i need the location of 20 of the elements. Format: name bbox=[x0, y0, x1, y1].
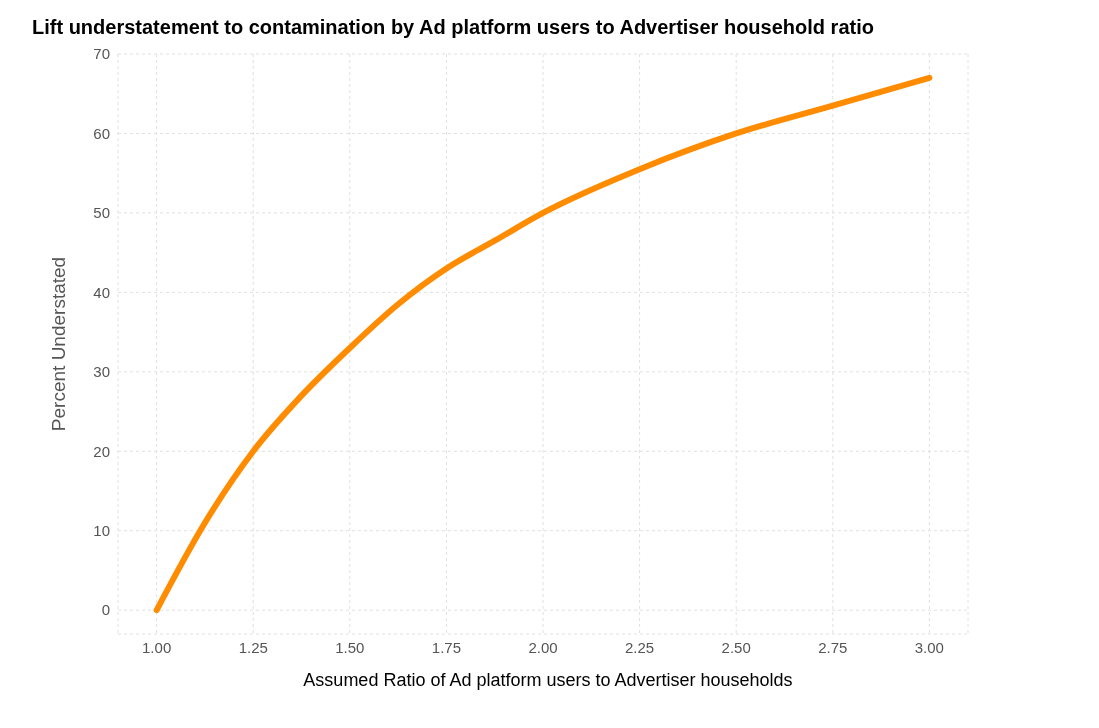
x-tick-label: 2.50 bbox=[721, 638, 751, 656]
y-tick-label: 50 bbox=[93, 204, 110, 222]
y-tick-label: 0 bbox=[101, 601, 110, 619]
x-tick-label: 2.00 bbox=[528, 638, 558, 656]
y-tick-label: 60 bbox=[93, 124, 110, 142]
y-tick-label: 20 bbox=[93, 442, 110, 460]
y-tick-label: 30 bbox=[93, 363, 110, 381]
y-tick-label: 70 bbox=[93, 45, 110, 63]
x-tick-label: 2.75 bbox=[818, 638, 848, 656]
x-tick-label: 1.25 bbox=[238, 638, 268, 656]
x-axis-title: Assumed Ratio of Ad platform users to Advertiser households bbox=[302, 670, 794, 691]
x-tick-label: 3.00 bbox=[914, 638, 944, 656]
x-tick-label: 1.00 bbox=[142, 638, 172, 656]
y-axis-title: Percent Understated bbox=[47, 256, 69, 432]
x-tick-label: 1.50 bbox=[335, 638, 365, 656]
y-tick-label: 40 bbox=[93, 283, 110, 301]
y-tick-label: 10 bbox=[93, 522, 110, 540]
chart-title: Lift understatement to contamination by Ad platform users to Advertiser household ratio bbox=[31, 15, 875, 40]
x-tick-label: 1.75 bbox=[431, 638, 462, 656]
x-tick-label: 2.25 bbox=[624, 638, 655, 656]
